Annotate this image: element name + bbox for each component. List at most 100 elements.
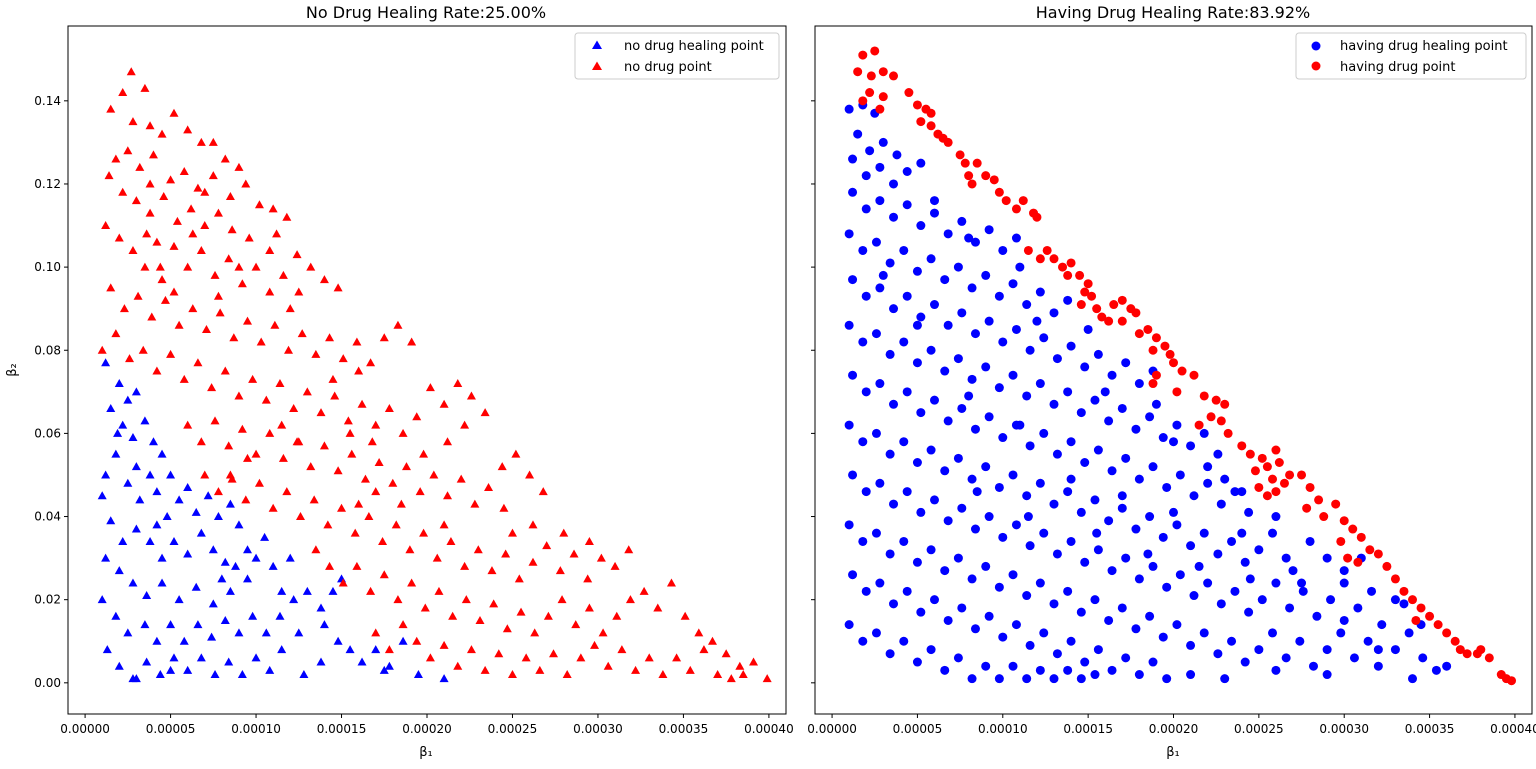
left-series-1-point-182 — [557, 595, 567, 604]
left-series-0-point-24 — [234, 520, 244, 529]
legend-left: no drug healing point no drug point — [574, 32, 780, 80]
right-series-1-point-96 — [1365, 545, 1375, 555]
right-series-1-point-51 — [1131, 308, 1141, 318]
right-series-1-point-35 — [1049, 254, 1059, 264]
y-axis-label-left: β₂ — [5, 363, 20, 377]
left-series-0-point-2 — [123, 395, 133, 404]
right-x-tick-label-2: 0.00010 — [978, 722, 1028, 736]
left-series-1-point-79 — [138, 345, 148, 354]
left-series-0-point-32 — [131, 524, 141, 533]
left-series-1-point-220 — [672, 653, 682, 662]
left-series-0-point-4 — [106, 403, 116, 412]
left-series-0-point-89 — [237, 670, 247, 679]
left-series-0-point-15 — [152, 487, 162, 496]
left-series-0-point-31 — [145, 536, 155, 545]
right-series-1-point-46 — [1104, 316, 1114, 326]
left-series-0-point-58 — [166, 620, 176, 629]
right-series-1-point-13 — [926, 108, 936, 118]
right-series-0-point-318 — [972, 487, 982, 497]
right-series-0-point-167 — [984, 512, 994, 522]
right-x-tick-label-8: 0.00040 — [1490, 722, 1536, 736]
right-series-1-point-14 — [916, 117, 926, 127]
right-series-0-point-5 — [878, 137, 888, 147]
left-series-1-point-134 — [227, 474, 237, 483]
right-series-1-point-45 — [1097, 312, 1107, 322]
left-series-0-point-78 — [398, 636, 408, 645]
left-series-1-point-59 — [188, 304, 198, 313]
left-series-1-point-88 — [261, 395, 271, 404]
right-series-0-point-38 — [1008, 279, 1018, 289]
left-series-1-point-129 — [511, 449, 521, 458]
right-series-0-point-312 — [1117, 491, 1127, 501]
right-series-0-point-49 — [930, 300, 939, 310]
right-series-0-point-308 — [912, 320, 922, 330]
left-series-1-point-239 — [507, 528, 517, 537]
left-series-1-point-152 — [473, 545, 483, 554]
left-series-1-point-33 — [268, 204, 278, 213]
left-series-1-point-122 — [415, 487, 425, 496]
right-series-0-point-279 — [1049, 674, 1059, 684]
right-x-tick-label-1: 0.00005 — [893, 722, 943, 736]
left-series-0-point-7 — [140, 416, 150, 425]
left-series-0-point-91 — [265, 665, 275, 674]
left-series-1-point-7 — [169, 108, 179, 117]
right-series-1-point-7 — [878, 92, 888, 102]
right-series-0-point-227 — [1268, 628, 1278, 638]
left-series-1-point-246 — [285, 304, 295, 313]
right-series-0-point-207 — [994, 582, 1004, 592]
right-series-1-point-86 — [1314, 495, 1324, 505]
right-series-0-point-141 — [1076, 507, 1086, 517]
right-series-0-point-126 — [871, 428, 881, 438]
right-series-0-point-266 — [871, 628, 881, 638]
left-series-1-point-34 — [282, 212, 292, 221]
right-series-0-point-247 — [943, 615, 953, 625]
right-series-1-point-89 — [1331, 499, 1341, 509]
right-series-0-point-41 — [1049, 308, 1059, 318]
left-series-1-point-258 — [244, 233, 254, 242]
left-series-1-point-78 — [125, 354, 135, 363]
right-series-0-point-251 — [998, 632, 1008, 642]
left-series-0-point-40 — [157, 578, 167, 587]
left-series-1-point-191 — [680, 611, 690, 620]
left-series-1-point-238 — [584, 536, 594, 545]
right-series-0-point-120 — [1203, 478, 1213, 488]
right-series-1-point-16 — [926, 121, 936, 131]
right-series-0-point-173 — [1066, 536, 1076, 546]
left-series-1-point-187 — [625, 595, 635, 604]
right-series-0-point-108 — [1039, 428, 1049, 438]
right-series-0-point-149 — [1186, 541, 1196, 551]
left-series-1-point-69 — [325, 333, 335, 342]
left-series-1-point-181 — [543, 611, 553, 620]
right-series-1-point-84 — [1297, 470, 1307, 480]
right-series-0-point-192 — [1326, 595, 1336, 605]
right-series-0-point-242 — [875, 578, 885, 588]
right-series-0-point-103 — [970, 424, 980, 434]
left-x-tick-label-8: 0.00040 — [744, 722, 794, 736]
left-series-1-point-190 — [666, 578, 676, 587]
right-series-1-point-44 — [1092, 304, 1102, 314]
left-series-0-point-45 — [243, 574, 252, 583]
right-x-tick-label-5: 0.00025 — [1234, 722, 1284, 736]
left-series-1-point-51 — [319, 275, 329, 284]
left-series-0-point-29 — [169, 536, 179, 545]
left-series-1-point-150 — [446, 536, 456, 545]
right-series-0-point-101 — [943, 416, 953, 426]
right-series-0-point-37 — [994, 291, 1004, 301]
right-series-1-point-29 — [1018, 196, 1028, 206]
right-series-0-point-129 — [912, 457, 922, 467]
right-series-0-point-244 — [902, 586, 912, 596]
right-series-0-point-186 — [1244, 607, 1254, 617]
right-series-0-point-286 — [1322, 670, 1332, 680]
no-drug-scatter-chart: No Drug Healing Rate:25.00% 0.00000 0.000… — [5, 3, 794, 760]
right-series-1-point-39 — [1075, 270, 1085, 280]
left-series-1-point-199 — [384, 645, 394, 654]
left-series-1-point-231 — [371, 487, 381, 496]
right-series-0-point-119 — [1189, 491, 1199, 501]
left-x-tick-label-2: 0.00010 — [231, 722, 281, 736]
left-series-0-point-51 — [243, 545, 252, 554]
right-series-0-point-145 — [1131, 524, 1141, 534]
right-series-1-point-76 — [1274, 457, 1284, 467]
right-series-0-point-203 — [940, 566, 950, 576]
x-axis-label-left: β₁ — [419, 745, 433, 760]
left-series-1-point-2 — [140, 83, 150, 92]
